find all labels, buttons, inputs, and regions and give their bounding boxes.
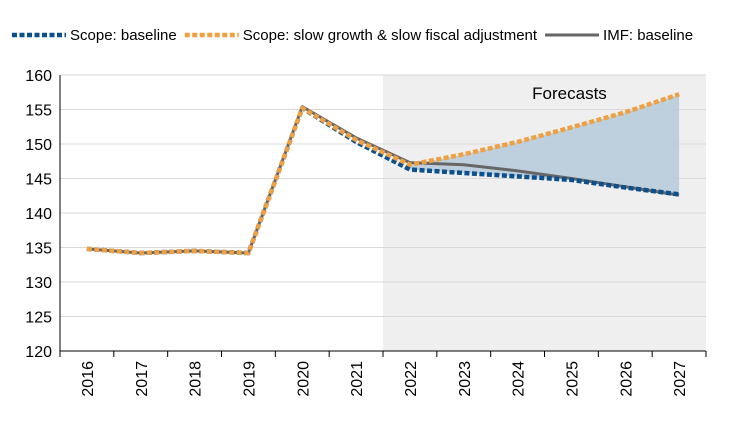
- y-tick-label: 145: [25, 172, 52, 189]
- y-tick-label: 130: [25, 275, 52, 292]
- y-tick-label: 120: [25, 344, 52, 361]
- x-tick-label: 2020: [295, 361, 312, 397]
- y-tick-label: 140: [25, 206, 52, 223]
- y-tick-label: 160: [25, 68, 52, 85]
- series-line-scope-slow-growth-slow-fiscal-adjustment: [86, 92, 680, 256]
- x-tick-label: 2024: [511, 361, 528, 397]
- x-tick-label: 2018: [188, 361, 205, 397]
- legend-label: Scope: baseline: [70, 27, 177, 44]
- x-tick-label: 2025: [564, 361, 581, 397]
- x-tick-label: 2022: [403, 361, 420, 397]
- y-tick-label: 155: [25, 103, 52, 120]
- legend: Scope: baseline Scope: slow growth & slow…: [12, 27, 693, 44]
- legend-label: IMF: baseline: [603, 27, 693, 44]
- legend-item: Scope: baseline: [12, 27, 177, 44]
- grid-layer: [60, 74, 706, 317]
- legend-item: Scope: slow growth & slow fiscal adjustm…: [184, 27, 538, 44]
- x-tick-label: 2027: [672, 361, 689, 397]
- y-tick-label: 125: [25, 310, 52, 327]
- tick-label-layer: 120 125 130 135 140 145 150 155 160 2016 2017 2018 2…: [25, 68, 689, 397]
- x-tick-label: 2017: [134, 361, 151, 397]
- x-tick-label: 2026: [618, 361, 635, 397]
- x-tick-label: 2016: [80, 361, 97, 397]
- x-tick-label: 2023: [457, 361, 474, 397]
- y-tick-label: 135: [25, 241, 52, 258]
- axis-layer: [59, 75, 707, 357]
- x-tick-label: 2019: [241, 361, 258, 397]
- scenario-band: [409, 94, 680, 195]
- series-layer: [86, 92, 680, 256]
- legend-item: IMF: baseline: [545, 27, 693, 44]
- band-layer: [409, 94, 680, 195]
- y-tick-label: 150: [25, 137, 52, 154]
- forecast-label: Forecasts: [532, 84, 607, 103]
- legend-label: Scope: slow growth & slow fiscal adjustm…: [243, 27, 538, 44]
- x-tick-label: 2021: [349, 361, 366, 397]
